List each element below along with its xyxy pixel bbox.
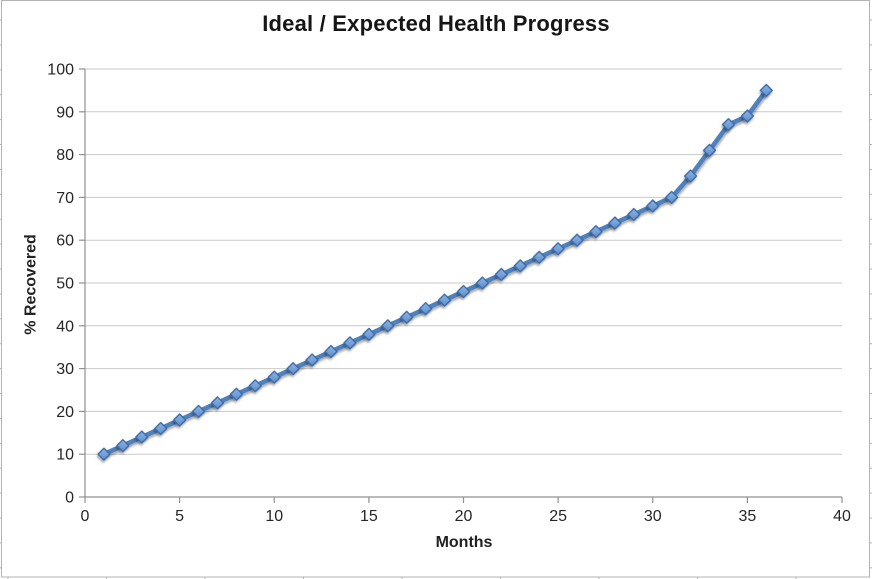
data-point-marker [759,83,773,98]
data-point-marker [494,267,508,282]
y-tick-label: 0 [65,490,74,507]
y-tick-label: 80 [56,147,74,164]
data-point-marker [97,447,111,461]
data-point-marker [740,109,755,123]
data-point-marker [437,293,452,307]
y-tick-label: 60 [56,233,74,250]
data-point-marker [362,327,376,341]
chart-title: Ideal / Expected Health Progress [262,11,610,36]
data-point-marker [456,284,471,299]
x-tick-label: 25 [549,508,567,525]
x-axis-title: Months [435,534,493,551]
x-tick-label: 30 [644,508,662,525]
y-tick-label: 100 [47,62,74,79]
x-tick-label: 0 [81,508,90,525]
y-tick-label: 20 [56,404,74,421]
data-point-marker [286,361,300,376]
data-point-marker [229,387,244,401]
data-point-marker [419,302,433,316]
data-point-marker [513,259,527,273]
data-point-marker [646,199,660,213]
series-line [101,88,769,457]
data-point-marker [608,216,622,230]
data-point-marker [210,396,225,410]
data-point-marker [627,207,641,222]
data-point-marker [683,169,698,183]
data-point-marker [589,225,603,239]
data-point-marker [324,344,338,359]
y-tick-label: 30 [56,361,74,378]
data-point-marker [343,336,357,350]
data-point-marker [665,190,679,205]
data-point-marker [267,370,281,384]
y-axis-title: % Recovered [22,234,40,335]
x-tick-label: 10 [265,508,283,525]
y-tick-label: 90 [56,104,74,121]
data-point-marker [191,404,206,419]
y-tick-label: 40 [56,318,74,335]
data-point-marker [154,421,168,436]
data-point-marker [532,250,546,264]
data-point-marker [475,276,490,290]
x-tick-label: 35 [738,508,756,525]
data-point-marker [135,430,149,444]
data-point-marker [721,118,736,132]
data-point-marker [248,379,262,393]
data-point-marker [400,310,414,324]
x-tick-label: 5 [175,508,184,525]
x-tick-label: 40 [833,508,851,525]
data-point-marker [570,233,584,247]
data-point-marker [116,439,130,453]
y-tick-label: 10 [56,447,74,464]
data-point-marker [551,242,565,256]
y-tick-label: 50 [56,276,74,293]
y-tick-label: 70 [56,190,74,207]
x-tick-label: 20 [455,508,473,525]
data-point-marker [702,143,717,157]
data-point-marker [305,353,319,367]
x-tick-label: 15 [360,508,378,525]
data-point-marker [381,319,395,333]
data-point-marker [172,413,187,427]
